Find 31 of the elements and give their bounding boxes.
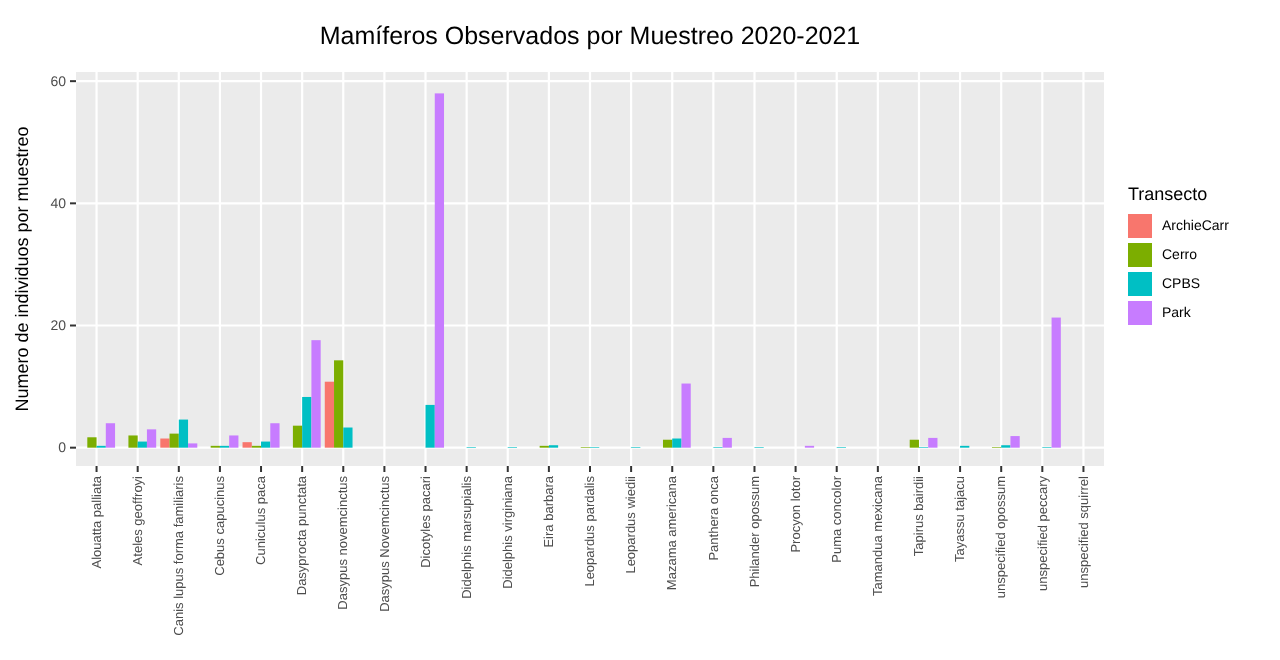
bar [1010,436,1020,448]
bar [1051,317,1061,448]
bar [128,435,138,448]
bar [672,438,682,448]
bar [425,404,435,448]
bar [229,435,239,448]
bar [928,437,938,448]
bar [146,429,157,448]
chart-title: Mamíferos Observados por Muestreo 2020-2021 [319,22,861,50]
bar [434,93,445,448]
legend-title: Transecto [1128,184,1208,204]
bar [681,383,691,448]
bar [343,427,353,448]
bar [87,437,97,448]
bar [292,425,303,448]
y-axis-title: Numero de individuos por muestreo [12,126,32,412]
bar [178,419,189,448]
bar [160,438,170,448]
bar [662,439,673,448]
bar [334,360,344,448]
bar [324,381,335,448]
bar [105,423,116,448]
bar [169,433,179,448]
bar [270,423,280,448]
bar [311,340,321,448]
bar [242,442,252,448]
bar [722,437,732,448]
bar [261,441,271,448]
bar [909,439,919,448]
bar [302,396,312,448]
bar [137,441,147,448]
